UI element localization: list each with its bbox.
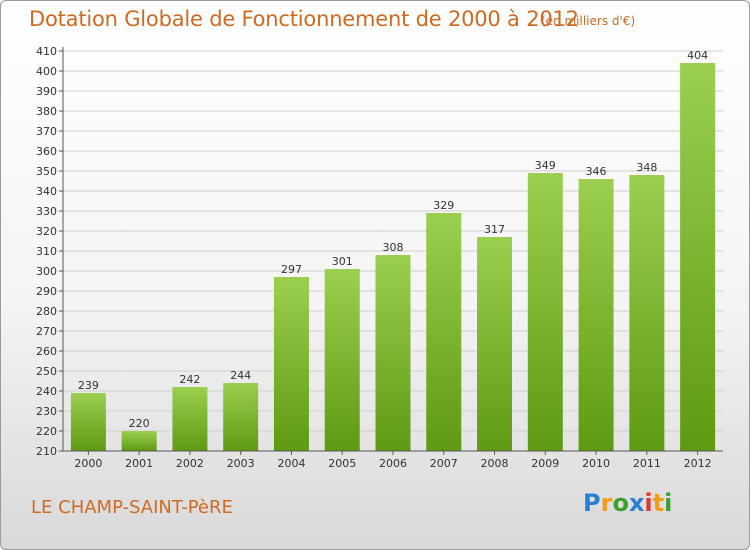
y-tick-label: 320 bbox=[36, 225, 57, 238]
bar-2006 bbox=[375, 255, 411, 451]
bar-2002 bbox=[172, 387, 208, 451]
y-tick-label: 400 bbox=[36, 65, 57, 78]
y-tick-label: 340 bbox=[36, 185, 57, 198]
x-tick-label-2006: 2006 bbox=[379, 457, 407, 470]
commune-name: LE CHAMP-SAINT-PèRE bbox=[31, 497, 233, 518]
logo-letter: t bbox=[652, 489, 665, 517]
y-tick-label: 230 bbox=[36, 405, 57, 418]
x-tick-label-2012: 2012 bbox=[684, 457, 712, 470]
y-tick-label: 380 bbox=[36, 105, 57, 118]
data-label-2011: 348 bbox=[636, 161, 657, 174]
y-tick-label: 310 bbox=[36, 245, 57, 258]
y-tick-label: 350 bbox=[36, 165, 57, 178]
x-tick-label-2007: 2007 bbox=[430, 457, 458, 470]
bar-2004 bbox=[273, 277, 309, 451]
x-tick-label-2009: 2009 bbox=[531, 457, 559, 470]
bar-2001 bbox=[121, 431, 157, 451]
x-tick-label-2005: 2005 bbox=[328, 457, 356, 470]
bar-2011 bbox=[629, 175, 665, 451]
y-tick-label: 210 bbox=[36, 445, 57, 458]
y-tick-label: 220 bbox=[36, 425, 57, 438]
logo-letter: x bbox=[628, 489, 645, 517]
logo-letter: r bbox=[600, 489, 613, 517]
y-tick-label: 330 bbox=[36, 205, 57, 218]
data-label-2006: 308 bbox=[383, 241, 404, 254]
bar-2007 bbox=[426, 213, 462, 451]
bar-2000 bbox=[70, 393, 106, 451]
x-tick-label-2004: 2004 bbox=[277, 457, 305, 470]
x-tick-label-2001: 2001 bbox=[125, 457, 153, 470]
data-label-2007: 329 bbox=[433, 199, 454, 212]
logo-letter: P bbox=[583, 489, 601, 517]
axis-layer: 210 220 230 240 250 260 270 280 290 300 310 320 330 3… bbox=[36, 45, 723, 470]
x-tick-label-2011: 2011 bbox=[633, 457, 661, 470]
y-tick-label: 260 bbox=[36, 345, 57, 358]
y-tick-label: 250 bbox=[36, 365, 57, 378]
y-tick-label: 240 bbox=[36, 385, 57, 398]
data-label-2010: 346 bbox=[586, 165, 607, 178]
x-tick-label-2010: 2010 bbox=[582, 457, 610, 470]
bar-2012 bbox=[680, 63, 716, 451]
y-tick-label: 290 bbox=[36, 285, 57, 298]
y-tick-label: 360 bbox=[36, 145, 57, 158]
bars-layer: 239 220 242 244 297 301 308 329 317 349 346 348 404 bbox=[70, 49, 716, 451]
x-tick-label-2003: 2003 bbox=[227, 457, 255, 470]
y-tick-label: 370 bbox=[36, 125, 57, 138]
data-label-2004: 297 bbox=[281, 263, 302, 276]
bar-2005 bbox=[324, 269, 360, 451]
y-tick-label: 270 bbox=[36, 325, 57, 338]
y-tick-label: 390 bbox=[36, 85, 57, 98]
data-label-2009: 349 bbox=[535, 159, 556, 172]
bar-2010 bbox=[578, 179, 614, 451]
bar-2008 bbox=[477, 237, 513, 451]
bar-2003 bbox=[223, 383, 259, 451]
data-label-2012: 404 bbox=[687, 49, 708, 62]
data-label-2003: 244 bbox=[230, 369, 251, 382]
x-tick-label-2002: 2002 bbox=[176, 457, 204, 470]
data-label-2002: 242 bbox=[179, 373, 200, 386]
logo-letter: i bbox=[644, 489, 653, 517]
data-label-2008: 317 bbox=[484, 223, 505, 236]
y-tick-label: 280 bbox=[36, 305, 57, 318]
y-tick-label: 300 bbox=[36, 265, 57, 278]
x-tick-label-2008: 2008 bbox=[481, 457, 509, 470]
bar-2009 bbox=[527, 173, 563, 451]
proxiti-logo: Proxiti bbox=[583, 489, 672, 517]
data-label-2005: 301 bbox=[332, 255, 353, 268]
unit-note: (en milliers d'€) bbox=[541, 14, 636, 28]
data-label-2001: 220 bbox=[129, 417, 150, 430]
logo-letter: i bbox=[664, 489, 673, 517]
y-tick-label: 410 bbox=[36, 45, 57, 58]
chart-title: Dotation Globale de Fonctionnement de 20… bbox=[29, 7, 579, 31]
data-label-2000: 239 bbox=[78, 379, 99, 392]
logo-letter: o bbox=[612, 489, 629, 517]
x-tick-label-2000: 2000 bbox=[74, 457, 102, 470]
